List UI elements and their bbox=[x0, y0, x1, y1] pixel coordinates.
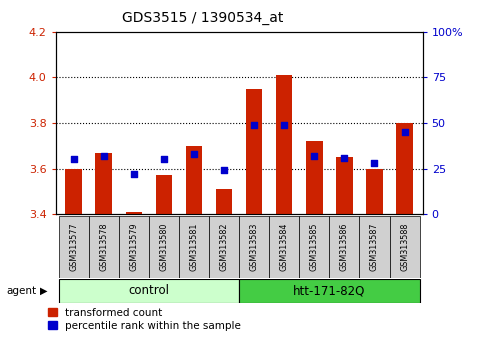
Point bbox=[160, 156, 168, 162]
Point bbox=[100, 153, 108, 159]
Text: GDS3515 / 1390534_at: GDS3515 / 1390534_at bbox=[122, 11, 284, 25]
Bar bbox=[246, 89, 262, 214]
Text: GSM313584: GSM313584 bbox=[280, 223, 289, 271]
Text: GSM313583: GSM313583 bbox=[250, 223, 258, 271]
Bar bbox=[216, 189, 232, 214]
Point bbox=[311, 153, 318, 159]
Text: GSM313580: GSM313580 bbox=[159, 223, 169, 271]
Text: GSM313585: GSM313585 bbox=[310, 223, 319, 271]
Point bbox=[250, 122, 258, 128]
Point bbox=[70, 156, 77, 162]
Text: GSM313578: GSM313578 bbox=[99, 223, 108, 271]
FancyBboxPatch shape bbox=[329, 216, 359, 278]
Text: agent: agent bbox=[6, 286, 36, 296]
Point bbox=[401, 129, 409, 135]
Point bbox=[280, 122, 288, 128]
Point bbox=[220, 167, 228, 173]
Text: htt-171-82Q: htt-171-82Q bbox=[293, 284, 366, 297]
Text: GSM313581: GSM313581 bbox=[189, 223, 199, 271]
Text: ▶: ▶ bbox=[40, 286, 47, 296]
Bar bbox=[126, 212, 142, 214]
FancyBboxPatch shape bbox=[299, 216, 329, 278]
Legend: transformed count, percentile rank within the sample: transformed count, percentile rank withi… bbox=[48, 308, 241, 331]
FancyBboxPatch shape bbox=[239, 216, 269, 278]
Text: GSM313577: GSM313577 bbox=[69, 223, 78, 271]
FancyBboxPatch shape bbox=[359, 216, 389, 278]
Bar bbox=[396, 123, 413, 214]
Text: GSM313579: GSM313579 bbox=[129, 223, 138, 271]
Bar bbox=[65, 169, 82, 214]
Text: GSM313582: GSM313582 bbox=[220, 223, 228, 271]
Bar bbox=[185, 146, 202, 214]
Bar bbox=[366, 169, 383, 214]
Bar bbox=[96, 153, 112, 214]
FancyBboxPatch shape bbox=[149, 216, 179, 278]
FancyBboxPatch shape bbox=[209, 216, 239, 278]
Bar bbox=[306, 141, 323, 214]
FancyBboxPatch shape bbox=[389, 216, 420, 278]
Point bbox=[130, 171, 138, 177]
FancyBboxPatch shape bbox=[179, 216, 209, 278]
Point bbox=[341, 155, 348, 160]
FancyBboxPatch shape bbox=[239, 279, 420, 303]
Bar bbox=[156, 176, 172, 214]
Point bbox=[370, 160, 378, 166]
Text: control: control bbox=[128, 284, 170, 297]
Text: GSM313588: GSM313588 bbox=[400, 223, 409, 271]
FancyBboxPatch shape bbox=[269, 216, 299, 278]
Text: GSM313586: GSM313586 bbox=[340, 223, 349, 271]
FancyBboxPatch shape bbox=[119, 216, 149, 278]
Point bbox=[190, 151, 198, 157]
Bar bbox=[336, 157, 353, 214]
FancyBboxPatch shape bbox=[89, 216, 119, 278]
FancyBboxPatch shape bbox=[58, 279, 239, 303]
FancyBboxPatch shape bbox=[58, 216, 89, 278]
Bar bbox=[276, 75, 293, 214]
Text: GSM313587: GSM313587 bbox=[370, 223, 379, 271]
